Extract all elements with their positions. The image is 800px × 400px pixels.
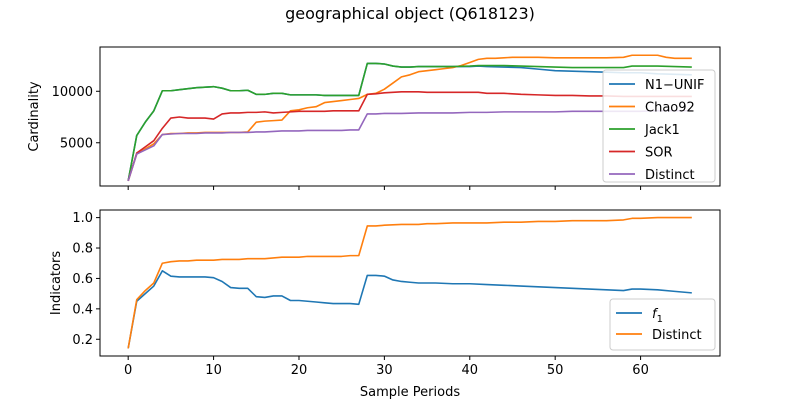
axes-frame [99,46,721,187]
cardinality-panel: 5000 10000 Cardinality N1−UNIF Chao92 Jack1 SO… [27,46,721,190]
y-tick-label: 0.8 [72,242,93,257]
y-axis-label: Indicators [49,251,64,315]
y-axis-label: Cardinality [27,81,42,152]
x-tick-label: 40 [462,363,479,378]
legend-label: Distinct [652,328,702,343]
x-tick-label: 0 [124,363,132,378]
series-line [127,110,692,182]
y-tick-label: 5000 [60,136,93,151]
legend: f1 Distinct [609,298,716,351]
y-tick-label: 0.2 [72,333,93,348]
legend-label: N1−UNIF [645,78,704,93]
axes-frame [99,209,721,357]
legend-frame [602,69,716,183]
series-line [127,90,692,182]
x-tick-label: 10 [205,363,222,378]
x-tick-label: 30 [376,363,393,378]
indicators-panel: 0 10 20 30 40 50 60 0.2 0.4 0.6 0.8 1.0 Indicators f1… [49,209,721,378]
y-tick-label: 10000 [52,85,93,100]
x-axis-label: Sample Periods [360,385,460,400]
series-line [127,216,692,349]
x-tick-label: 20 [291,363,308,378]
x-tick-label: 60 [632,363,649,378]
series-line [127,270,692,349]
legend-label: Jack1 [644,123,680,138]
x-tick-label: 50 [547,363,564,378]
legend-label: f1 [652,307,663,325]
chart-title: geographical object (Q618123) [285,4,535,23]
legend-label: Chao92 [645,101,695,116]
series-line [127,62,692,181]
legend-label: SOR [645,146,673,161]
y-tick-label: 1.0 [72,211,93,226]
legend: N1−UNIF Chao92 Jack1 SOR Distinct [602,69,716,183]
legend-frame [609,298,716,351]
legend-label: Distinct [645,168,695,183]
y-tick-label: 0.6 [72,272,93,287]
y-tick-label: 0.4 [72,302,93,317]
